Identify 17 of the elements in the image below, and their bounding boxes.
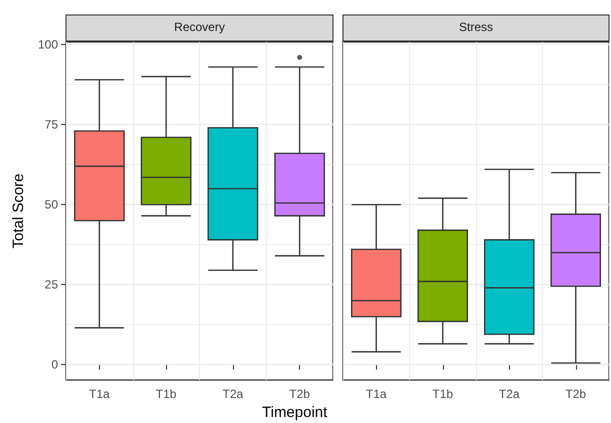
chart-title: Stress [458,20,494,34]
x-tick-label: T1b [156,387,177,401]
y-tick-label: 75 [44,118,58,132]
x-tick-label: T2a [498,387,520,401]
y-tick-label: 50 [44,198,58,212]
x-tick-label: T1b [432,387,454,401]
y-tick-label: 100 [38,38,58,52]
x-tick-label: T2a [222,387,244,401]
y-tick-label: 0 [51,358,58,372]
x-tick-label: T2b [289,387,310,401]
x-tick-label: T2b [565,387,586,401]
y-axis-title: Total Score [10,173,27,249]
x-axis-title: Timepoint [262,404,328,421]
y-tick-label: 25 [44,278,58,292]
chart-title: Recovery [174,20,225,34]
x-tick-label: T1a [366,387,387,401]
x-tick-label: T1a [89,387,110,401]
